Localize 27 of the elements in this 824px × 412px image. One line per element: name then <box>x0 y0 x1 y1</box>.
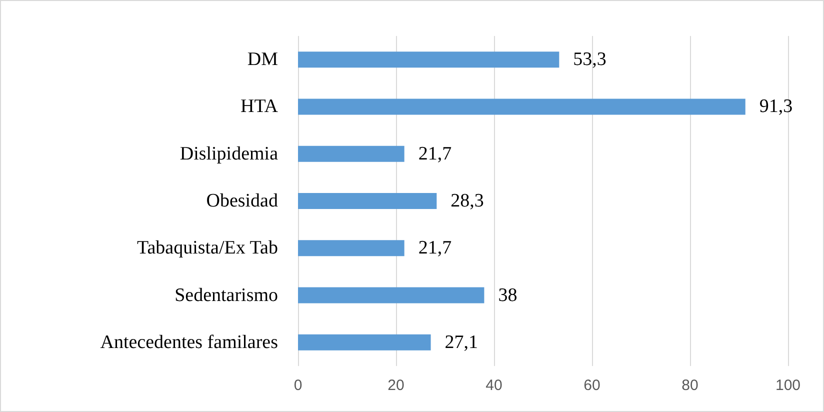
y-tick-label: Sedentarismo <box>174 284 278 306</box>
y-tick-label: Dislipidemia <box>180 143 279 164</box>
data-label: 38 <box>498 284 518 306</box>
data-label: 28,3 <box>450 190 484 212</box>
x-tick-label: 20 <box>388 377 404 394</box>
bar <box>298 287 484 304</box>
data-label: 21,7 <box>418 238 452 259</box>
y-tick-label: DM <box>247 49 278 70</box>
bar <box>298 52 560 68</box>
y-tick-label: HTA <box>240 96 278 118</box>
bar <box>298 240 404 256</box>
y-tick-label: Tabaquista/Ex Tab <box>136 238 278 259</box>
data-label: 91,3 <box>759 96 793 118</box>
x-tick-label: 0 <box>294 377 302 394</box>
y-tick-label: Obesidad <box>206 190 278 212</box>
x-tick-label: 80 <box>682 377 698 394</box>
data-label: 21,7 <box>418 143 452 164</box>
x-tick-label: 40 <box>486 377 502 394</box>
bar <box>298 98 746 115</box>
data-label: 27,1 <box>444 332 478 353</box>
data-label: 53,3 <box>573 49 606 70</box>
bar <box>298 146 404 162</box>
bar <box>298 334 431 350</box>
bar <box>298 193 437 209</box>
x-tick-label: 100 <box>775 377 801 394</box>
y-tick-label: Antecedentes familares <box>100 332 278 353</box>
x-tick-label: 60 <box>584 377 600 394</box>
